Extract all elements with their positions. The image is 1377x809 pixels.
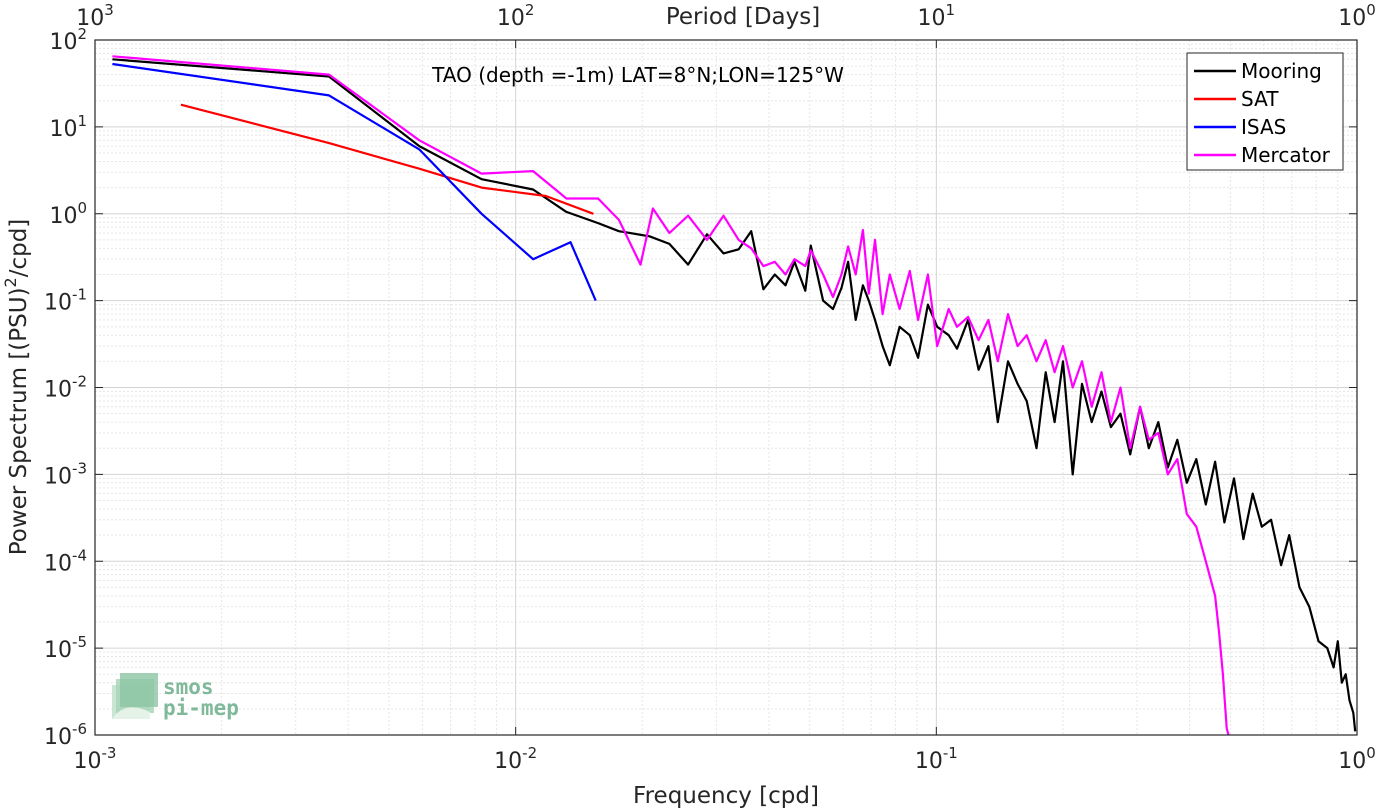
- top-tick-label-exponent: 3: [104, 1, 114, 19]
- top-tick-label-exponent: 1: [946, 1, 956, 19]
- series-lines: [112, 55, 1357, 736]
- x-tick-label: 100: [1338, 744, 1376, 774]
- legend: Mooring SAT ISAS Mercator: [1186, 52, 1344, 171]
- y-tick-label: 10-4: [44, 546, 87, 576]
- y-tick-label: 101: [49, 112, 87, 142]
- legend-label-sat: SAT: [1241, 87, 1279, 111]
- y-tick-label-base: 10: [49, 30, 77, 55]
- legend-box: [1186, 52, 1344, 171]
- top-tick-label-exponent: 2: [525, 1, 535, 19]
- x-tick-label-base: 10: [915, 749, 943, 774]
- x-axis-title: Frequency [cpd]: [633, 783, 819, 809]
- x-tick-label-base: 10: [74, 749, 102, 774]
- y-tick-label-exponent: 0: [77, 199, 87, 217]
- x-tick-label-exponent: -3: [102, 744, 117, 762]
- y-tick-label-base: 10: [49, 204, 77, 229]
- y-tick-label: 10-2: [44, 373, 87, 403]
- y-tick-label-base: 10: [44, 551, 72, 576]
- top-tick-label: 102: [497, 1, 535, 31]
- y-tick-label-exponent: -3: [72, 459, 87, 477]
- top-tick-label-base: 10: [76, 6, 104, 31]
- y-tick-label-base: 10: [44, 464, 72, 489]
- y-tick-label: 10-6: [44, 720, 87, 750]
- y-tick-label-base: 10: [49, 117, 77, 142]
- y-tick-label-exponent: 1: [77, 112, 87, 130]
- y-tick-label: 100: [49, 199, 87, 229]
- y-axis-title-tail: /cpd]: [6, 219, 32, 278]
- y-tick-label: 102: [49, 25, 87, 55]
- top-tick-label-base: 10: [1338, 6, 1366, 31]
- y-tick-label-base: 10: [44, 291, 72, 316]
- y-tick-label: 10-5: [44, 633, 87, 663]
- top-tick-label: 103: [76, 1, 114, 31]
- x-tick-label-exponent: -2: [522, 744, 537, 762]
- y-tick-label-exponent: 2: [77, 25, 87, 43]
- top-tick-label: 101: [918, 1, 956, 31]
- y-tick-label-base: 10: [44, 378, 72, 403]
- series-line-mooring: [112, 58, 1357, 732]
- y-tick-label: 10-1: [44, 286, 87, 316]
- top-tick-label: 100: [1338, 1, 1376, 31]
- series-line-mercator: [112, 55, 1230, 736]
- top-axis-title: Period [Days]: [666, 4, 820, 30]
- y-tick-label-exponent: -5: [72, 633, 87, 651]
- legend-label-isas: ISAS: [1241, 115, 1286, 139]
- smos-pi-mep-logo: smos pi-mep: [112, 673, 239, 720]
- x-tick-label-base: 10: [1338, 749, 1366, 774]
- x-tick-label: 10-1: [915, 744, 958, 774]
- y-axis-title-sup: 2: [1, 277, 20, 287]
- y-axis-title: Power Spectrum [(PSU)2/cpd]: [1, 219, 32, 556]
- y-tick-label-base: 10: [44, 725, 72, 750]
- x-tick-label: 10-3: [74, 744, 117, 774]
- y-tick-label-exponent: -4: [72, 546, 87, 564]
- series-line-sat: [180, 103, 594, 215]
- y-axis-title-main: Power Spectrum [(PSU): [6, 287, 32, 555]
- series-line-isas: [112, 62, 597, 302]
- top-tick-label-base: 10: [918, 6, 946, 31]
- y-tick-label: 10-3: [44, 459, 87, 489]
- x-tick-label-exponent: 0: [1366, 744, 1376, 762]
- major-grid: [94, 39, 1358, 736]
- y-tick-label-exponent: -2: [72, 373, 87, 391]
- y-tick-label-exponent: -6: [72, 720, 87, 738]
- logo-line-pi-mep: pi-mep: [163, 696, 239, 720]
- logo-emblem-icon: [112, 673, 158, 719]
- x-tick-label-exponent: -1: [943, 744, 958, 762]
- legend-label-mercator: Mercator: [1241, 143, 1331, 167]
- logo-line-smos: smos: [163, 675, 214, 699]
- chart-title: TAO (depth =-1m) LAT=8°N;LON=125°W: [431, 63, 844, 87]
- x-tick-label: 10-2: [494, 744, 537, 774]
- top-tick-label-exponent: 0: [1366, 1, 1376, 19]
- top-tick-label-base: 10: [497, 6, 525, 31]
- x-tick-label-base: 10: [494, 749, 522, 774]
- y-tick-label-exponent: -1: [72, 286, 87, 304]
- legend-label-mooring: Mooring: [1241, 59, 1322, 83]
- y-tick-label-base: 10: [44, 638, 72, 663]
